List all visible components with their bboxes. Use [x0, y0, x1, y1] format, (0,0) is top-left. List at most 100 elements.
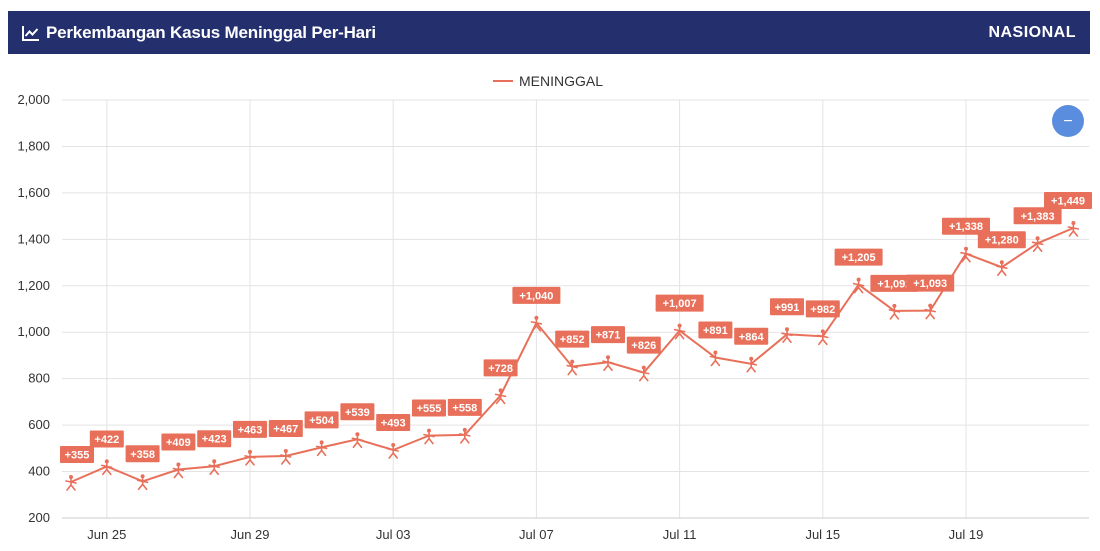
svg-text:+1,007: +1,007 [663, 298, 697, 310]
data-label: +1,205 [834, 248, 883, 266]
y-tick-label: 800 [28, 371, 50, 386]
x-tick-label: Jul 07 [519, 527, 554, 542]
data-point[interactable] [673, 323, 686, 340]
data-point[interactable] [315, 440, 328, 457]
data-label: +871 [591, 326, 625, 344]
svg-text:+539: +539 [345, 407, 370, 419]
line-chart-icon [22, 25, 39, 41]
svg-text:+891: +891 [703, 325, 728, 337]
data-point[interactable] [602, 355, 614, 372]
data-point[interactable] [65, 475, 77, 491]
data-label: +991 [770, 298, 804, 316]
data-label: +1,093 [906, 274, 955, 292]
svg-text:+504: +504 [309, 415, 335, 427]
svg-text:+409: +409 [166, 437, 191, 449]
x-tick-label: Jul 11 [663, 527, 697, 542]
y-tick-label: 1,000 [17, 324, 50, 339]
svg-text:+555: +555 [417, 403, 442, 415]
svg-text:+423: +423 [202, 434, 227, 446]
data-point[interactable] [494, 388, 507, 405]
y-tick-label: 600 [28, 417, 50, 432]
data-point[interactable] [924, 303, 937, 320]
data-label: +891 [698, 321, 733, 339]
line-chart: 200 400 600 800 1,000 1,200 1,400 1,600 1,800 2,0… [17, 73, 1092, 542]
data-point[interactable] [101, 459, 113, 476]
legend[interactable]: MENINGGAL [493, 73, 603, 89]
data-point[interactable] [781, 327, 793, 344]
data-label: +864 [734, 327, 769, 345]
data-label: +852 [555, 330, 590, 348]
data-point[interactable] [423, 428, 435, 445]
chart-header: Perkembangan Kasus Meninggal Per-Hari NA… [8, 11, 1090, 54]
data-label: +1,007 [655, 294, 704, 312]
x-tick-label: Jun 29 [230, 527, 269, 542]
header-title-group: Perkembangan Kasus Meninggal Per-Hari [22, 23, 376, 43]
data-label: +493 [376, 413, 411, 431]
data-label: +1,280 [977, 231, 1026, 249]
data-point[interactable] [244, 449, 256, 466]
svg-text:+1,040: +1,040 [519, 290, 553, 302]
data-point[interactable] [709, 350, 722, 367]
data-label: +358 [125, 445, 160, 463]
data-label: +409 [161, 433, 196, 451]
data-point[interactable] [387, 443, 400, 459]
svg-text:+1,383: +1,383 [1021, 211, 1055, 223]
svg-text:+982: +982 [810, 304, 835, 316]
data-label: +467 [268, 419, 303, 437]
y-tick-label: 200 [28, 510, 50, 525]
data-point[interactable] [566, 359, 579, 376]
y-tick-label: 1,800 [17, 138, 50, 153]
data-point[interactable] [960, 246, 972, 263]
y-tick-label: 400 [28, 464, 50, 479]
data-label: +1,040 [512, 286, 561, 304]
data-point[interactable] [1067, 221, 1080, 237]
data-label: +355 [60, 446, 94, 464]
svg-text:+463: +463 [238, 424, 263, 436]
data-label: +422 [89, 430, 124, 448]
svg-text:+864: +864 [739, 331, 765, 343]
data-point[interactable] [637, 365, 650, 382]
svg-text:+826: +826 [631, 340, 656, 352]
data-point[interactable] [1031, 236, 1044, 253]
data-label: +423 [197, 430, 232, 448]
svg-text:+422: +422 [94, 434, 119, 446]
data-point[interactable] [530, 315, 543, 332]
data-label: +504 [304, 411, 339, 429]
minus-icon: − [1063, 113, 1072, 130]
y-tick-label: 1,600 [17, 185, 50, 200]
data-point[interactable] [279, 449, 292, 465]
y-tick-label: 1,400 [17, 231, 50, 246]
data-label: +463 [233, 420, 267, 438]
svg-text:+1,092: +1,092 [877, 278, 911, 290]
svg-text:+852: +852 [560, 334, 585, 346]
zoom-out-button[interactable]: − [1052, 105, 1084, 137]
svg-text:+493: +493 [381, 417, 406, 429]
svg-text:+467: +467 [273, 423, 298, 435]
scope-label: NASIONAL [988, 23, 1076, 41]
data-point[interactable] [172, 462, 185, 479]
x-tick-label: Jul 19 [949, 527, 984, 542]
data-point[interactable] [351, 432, 364, 449]
svg-text:+1,205: +1,205 [842, 252, 876, 264]
data-label: +555 [412, 399, 446, 417]
svg-text:+871: +871 [596, 330, 621, 342]
data-point[interactable] [816, 329, 829, 346]
data-point[interactable] [852, 277, 865, 294]
data-label: +1,449 [1044, 191, 1092, 209]
y-tick-label: 2,000 [17, 92, 50, 107]
data-point[interactable] [745, 356, 758, 373]
svg-text:+355: +355 [65, 450, 90, 462]
data-point[interactable] [208, 459, 220, 476]
svg-text:+728: +728 [488, 363, 513, 375]
data-label: +1,383 [1013, 207, 1062, 225]
svg-text:+1,449: +1,449 [1051, 195, 1085, 207]
data-point[interactable] [995, 260, 1008, 276]
svg-text:+558: +558 [452, 402, 477, 414]
data-point[interactable] [888, 303, 901, 320]
chart-area: 200 400 600 800 1,000 1,200 1,400 1,600 1,800 2,0… [0, 60, 1100, 546]
data-point[interactable] [136, 474, 149, 491]
x-tick-label: Jul 15 [805, 527, 840, 542]
x-tick-label: Jun 25 [87, 527, 126, 542]
svg-text:+1,093: +1,093 [913, 278, 947, 290]
data-point[interactable] [458, 427, 471, 444]
